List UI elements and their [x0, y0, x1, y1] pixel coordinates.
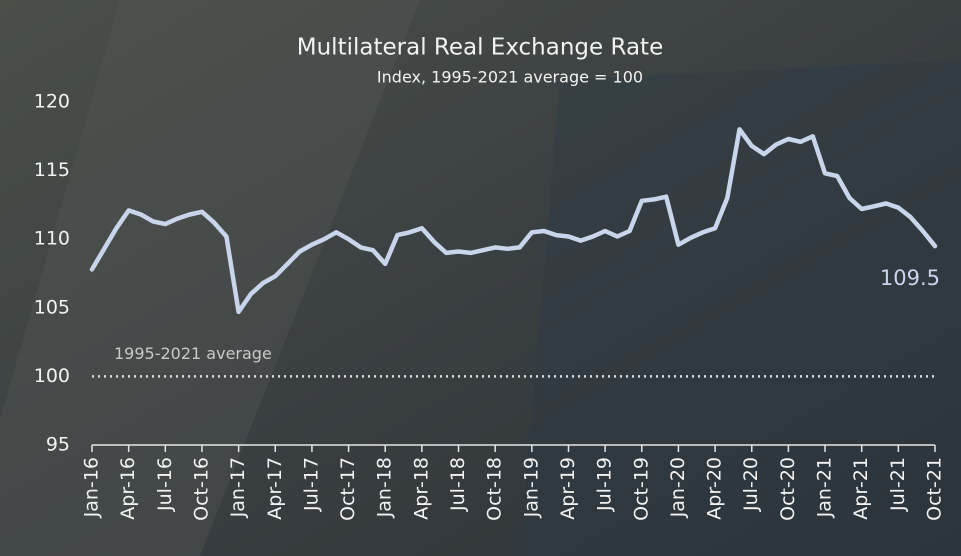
- x-tick-label: Jul-19: [594, 457, 616, 512]
- x-tick-label: Jul-18: [447, 457, 469, 512]
- chart-title: Multilateral Real Exchange Rate: [297, 35, 663, 61]
- x-tick-label: Apr-18: [410, 457, 432, 520]
- x-tick-label: Apr-19: [557, 457, 579, 520]
- x-tick-label: Oct-20: [777, 457, 799, 521]
- y-tick-label: 100: [34, 365, 70, 387]
- x-tick-label: Apr-16: [117, 457, 139, 520]
- x-tick-label: Oct-18: [484, 457, 506, 521]
- x-tick-label: Jul-20: [740, 457, 762, 512]
- x-tick-label: Oct-17: [337, 457, 359, 521]
- chart-subtitle: Index, 1995-2021 average = 100: [377, 68, 643, 87]
- x-tick-label: Oct-19: [630, 457, 652, 521]
- y-tick-label: 115: [34, 159, 70, 181]
- y-tick-label: 95: [46, 434, 70, 456]
- y-tick-label: 105: [34, 296, 70, 318]
- series-line: [89, 127, 938, 315]
- x-tick-label: Apr-20: [704, 457, 726, 520]
- x-tick-label: Jul-16: [154, 457, 176, 512]
- background-lot: [520, 60, 961, 556]
- y-tick-label: 120: [34, 91, 70, 113]
- x-tick-label: Jan-18: [374, 457, 396, 518]
- x-tick-label: Jan-20: [667, 457, 689, 518]
- x-tick-label: Jul-17: [300, 457, 322, 512]
- x-tick-label: Jan-17: [227, 457, 249, 518]
- background-road: [0, 0, 420, 556]
- x-tick-label: Oct-21: [924, 457, 946, 521]
- x-tick-label: Oct-16: [190, 457, 212, 521]
- x-tick-label: Jul-21: [887, 457, 909, 512]
- x-tick-label: Apr-17: [264, 457, 286, 520]
- end-value-label: 109.5: [880, 266, 940, 290]
- x-tick-label: Jan-19: [520, 457, 542, 518]
- y-tick-label: 110: [34, 228, 70, 250]
- x-tick-label: Jan-21: [814, 457, 836, 518]
- x-tick-label: Jan-16: [81, 457, 103, 518]
- x-tick-label: Apr-21: [850, 457, 872, 520]
- reference-label: 1995-2021 average: [114, 344, 272, 363]
